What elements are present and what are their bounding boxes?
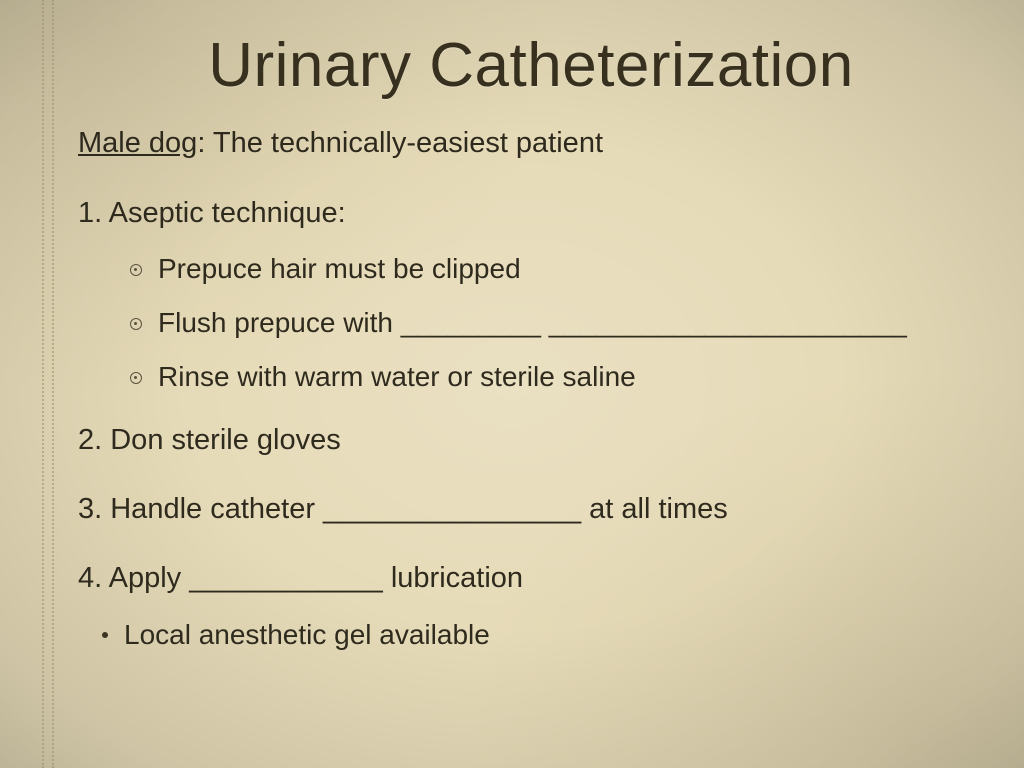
slide-background: Urinary Catheterization Male dog: The te…: [0, 0, 1024, 768]
list-item-text: Prepuce hair must be clipped: [158, 253, 521, 285]
step-1-label: 1. Aseptic technique:: [78, 194, 984, 233]
step-3-label: 3. Handle catheter ________________ at a…: [78, 490, 984, 529]
bullet-icon: [130, 372, 142, 384]
list-item: Rinse with warm water or sterile saline: [130, 361, 984, 393]
step-1-bullets: Prepuce hair must be clipped Flush prepu…: [130, 253, 984, 393]
bullet-icon: [130, 264, 142, 276]
list-item-text: Flush prepuce with _________ ___________…: [158, 307, 907, 339]
slide-title: Urinary Catheterization: [78, 30, 984, 101]
list-item: Local anesthetic gel available: [102, 619, 984, 651]
list-item: Prepuce hair must be clipped: [130, 253, 984, 285]
step-4-bullets: Local anesthetic gel available: [102, 619, 984, 651]
bullet-icon: [130, 318, 142, 330]
subtitle-rest: : The technically-easiest patient: [197, 127, 603, 159]
slide-subtitle: Male dog: The technically-easiest patien…: [78, 127, 984, 160]
slide-content: Urinary Catheterization Male dog: The te…: [0, 0, 1024, 651]
list-item-text: Local anesthetic gel available: [124, 619, 490, 651]
list-item-text: Rinse with warm water or sterile saline: [158, 361, 636, 393]
dot-icon: [102, 632, 108, 638]
subtitle-underlined: Male dog: [78, 127, 197, 159]
step-2-label: 2. Don sterile gloves: [78, 421, 984, 460]
step-4-label: 4. Apply ____________ lubrication: [78, 559, 984, 598]
list-item: Flush prepuce with _________ ___________…: [130, 307, 984, 339]
